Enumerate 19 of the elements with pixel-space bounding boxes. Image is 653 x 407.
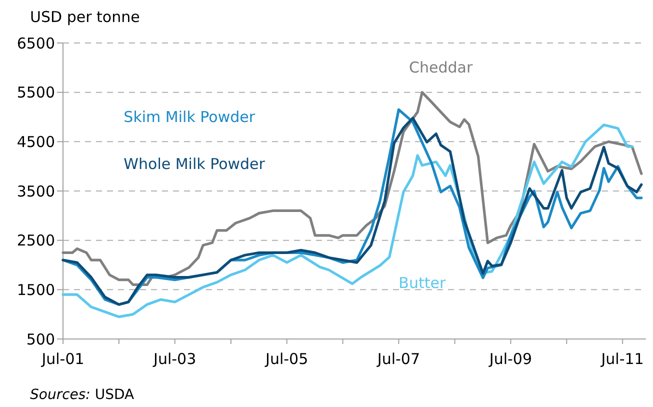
- y-tick-label: 3500: [16, 182, 55, 200]
- x-tick-label: Jul-07: [376, 350, 420, 368]
- x-tick-label: Jul-05: [264, 350, 308, 368]
- series-label: Butter: [398, 274, 446, 292]
- y-tick-label: 500: [26, 330, 55, 348]
- x-tick-label: Jul-11: [600, 350, 644, 368]
- text: Whole Milk Powder: [124, 154, 266, 173]
- source-note: Sources: USDA: [30, 387, 135, 403]
- y-tick-label: 2500: [16, 232, 55, 250]
- x-tick-label: Jul-09: [488, 350, 532, 368]
- y-tick-label: 4500: [16, 132, 55, 151]
- y-tick-label: 5500: [16, 84, 55, 102]
- y-tick-label: 1500: [16, 280, 55, 299]
- x-tick-label: Jul-01: [40, 350, 84, 368]
- x-tick-label: Jul-03: [152, 350, 196, 368]
- series-label: Cheddar: [409, 58, 474, 77]
- y-tick-label: 6500: [16, 34, 55, 52]
- y-axis-title: USD per tonne: [30, 8, 140, 26]
- text: Skim Milk Powder: [124, 108, 256, 126]
